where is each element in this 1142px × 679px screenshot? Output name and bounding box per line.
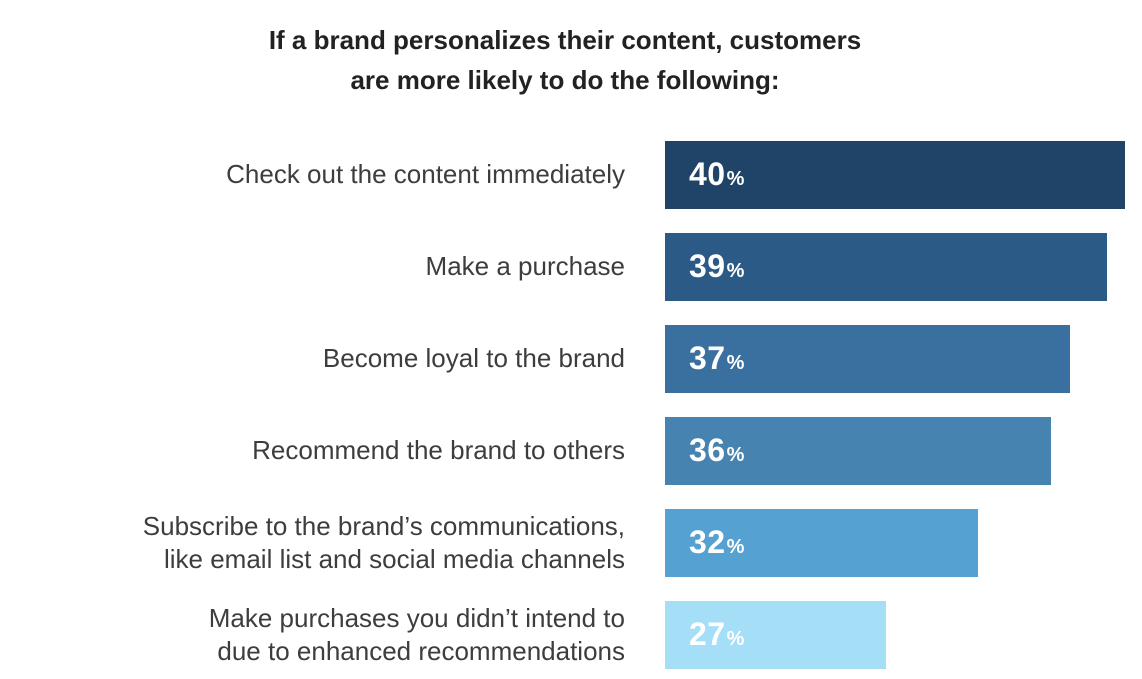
category-label: Make purchases you didn’t intend to due … — [208, 603, 625, 666]
category-label: Become loyal to the brand — [322, 343, 625, 374]
bar-unit: % — [726, 536, 745, 559]
bar-value: 36 — [689, 432, 726, 469]
category-label: Recommend the brand to others — [252, 435, 625, 466]
bar-value: 40 — [689, 156, 726, 193]
bar-value-label: 37% — [689, 340, 744, 377]
bar-track: 27% — [665, 600, 1125, 669]
chart-row: Subscribe to the brand’s communications,… — [0, 508, 1142, 577]
chart-row: Become loyal to the brand 37% — [0, 324, 1142, 393]
bar-unit: % — [726, 628, 745, 651]
category-label: Make a purchase — [425, 251, 625, 282]
bar-track: 37% — [665, 324, 1125, 393]
bar-value: 32 — [689, 524, 726, 561]
chart-row: Recommend the brand to others 36% — [0, 416, 1142, 485]
bar: 32% — [665, 508, 978, 577]
bar: 39% — [665, 232, 1107, 301]
bar-value-label: 27% — [689, 616, 744, 653]
bar-value: 27 — [689, 616, 726, 653]
bar-track: 36% — [665, 416, 1125, 485]
bar-value: 37 — [689, 340, 726, 377]
bar-track: 32% — [665, 508, 1125, 577]
bar-value: 39 — [689, 248, 726, 285]
bar-track: 40% — [665, 140, 1125, 209]
bar-value-label: 36% — [689, 432, 744, 469]
chart-rows: Check out the content immediately 40% Ma… — [0, 140, 1142, 669]
chart-row: Make purchases you didn’t intend to due … — [0, 600, 1142, 669]
bar: 36% — [665, 416, 1052, 485]
bar-unit: % — [726, 444, 745, 467]
bar: 37% — [665, 324, 1070, 393]
bar: 40% — [665, 140, 1125, 209]
bar-value-label: 39% — [689, 248, 744, 285]
bar-unit: % — [726, 260, 745, 283]
category-label: Subscribe to the brand’s communications,… — [142, 511, 625, 574]
chart-title: If a brand personalizes their content, c… — [268, 25, 862, 96]
chart-row: Check out the content immediately 40% — [0, 140, 1142, 209]
bar-unit: % — [726, 352, 745, 375]
bar-unit: % — [726, 168, 745, 191]
category-label: Check out the content immediately — [226, 159, 625, 190]
bar-value-label: 32% — [689, 524, 744, 561]
chart-row: Make a purchase 39% — [0, 232, 1142, 301]
bar: 27% — [665, 600, 886, 669]
bar-track: 39% — [665, 232, 1125, 301]
bar-value-label: 40% — [689, 156, 744, 193]
